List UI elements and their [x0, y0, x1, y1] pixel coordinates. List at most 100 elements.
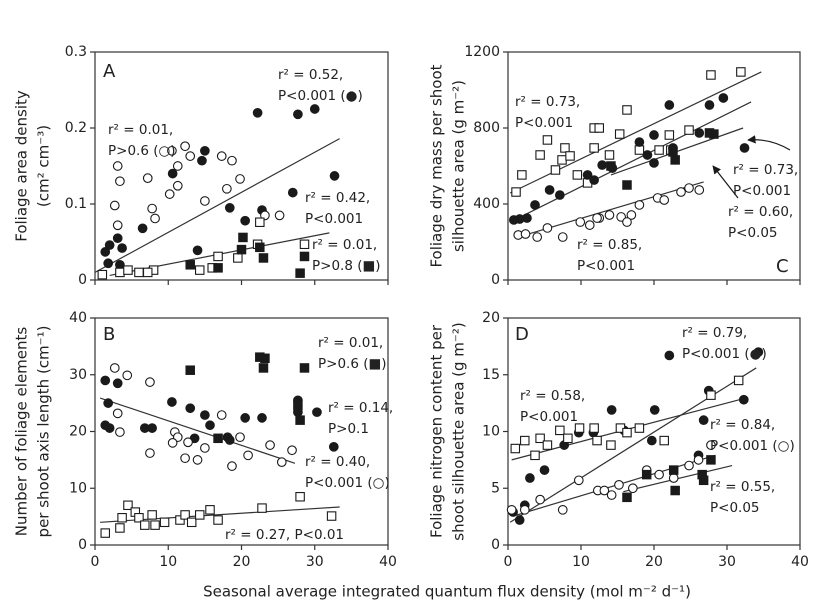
data-point: [103, 398, 114, 408]
data-point: [514, 515, 525, 525]
y-axis-label: per shoot axis length (cm⁻¹): [35, 326, 53, 538]
panel-label: D: [515, 324, 529, 345]
data-point: [240, 413, 251, 423]
annotation: r² = 0.79,: [682, 325, 747, 341]
fit-line: [99, 397, 296, 464]
data-point: [654, 145, 664, 155]
data-point: [185, 151, 196, 161]
data-point: [216, 410, 227, 420]
annotation: r² = 0.73,: [515, 94, 580, 110]
data-point: [295, 268, 305, 278]
data-point: [668, 473, 679, 483]
y-axis-label: (cm² cm⁻³): [35, 125, 53, 207]
annotation: P<0.001 (○): [305, 475, 390, 491]
y-axis-label: silhouette area (g m⁻²): [450, 80, 468, 252]
y-tick-label: 400: [473, 196, 500, 212]
data-point: [530, 450, 540, 461]
data-point: [109, 200, 120, 211]
data-point: [224, 435, 235, 445]
x-tick-label: 20: [233, 554, 251, 570]
data-point: [167, 145, 177, 156]
annotation: r² = 0.01,: [318, 335, 383, 351]
data-point: [589, 175, 599, 185]
data-point: [698, 475, 709, 486]
data-point: [572, 170, 583, 180]
data-point: [565, 151, 575, 161]
data-point: [736, 67, 746, 77]
data-point: [517, 170, 527, 180]
data-point: [134, 267, 144, 278]
data-point: [574, 423, 585, 433]
data-point: [200, 196, 210, 206]
annotation: P<0.001: [733, 183, 791, 199]
y-tick-label: 0.1: [65, 196, 87, 212]
annotation: P<0.001 (●): [682, 346, 767, 362]
data-point: [112, 233, 123, 244]
y-tick-label: 800: [473, 120, 500, 136]
annotation: r² = 0.84,: [710, 417, 775, 433]
annotation: r² = 0.73,: [733, 162, 798, 178]
data-point: [185, 260, 195, 270]
data-point: [233, 253, 243, 263]
data-point: [694, 128, 705, 138]
data-point: [200, 145, 210, 156]
data-point: [510, 443, 521, 454]
y-axis-label: Number of foliage elements: [13, 327, 31, 537]
data-point: [100, 247, 111, 257]
data-point: [224, 202, 235, 213]
panel-label: B: [103, 324, 115, 345]
data-point: [115, 427, 125, 437]
data-point: [295, 415, 305, 425]
annotation: r² = 0.85,: [577, 237, 642, 253]
data-point: [589, 423, 599, 433]
data-point: [634, 200, 645, 210]
data-point: [589, 143, 599, 153]
data-point: [185, 403, 196, 414]
data-point: [535, 433, 545, 444]
data-point: [642, 150, 653, 160]
data-point: [274, 210, 285, 221]
annotation: r² = 0.27, P<0.01: [225, 527, 344, 543]
data-point: [328, 441, 339, 452]
data-point: [649, 405, 660, 415]
data-point: [738, 394, 749, 405]
x-tick-label: 30: [306, 554, 324, 570]
data-point: [659, 195, 670, 205]
data-point: [180, 141, 190, 152]
data-point: [115, 176, 125, 187]
data-point: [115, 267, 125, 278]
data-point: [614, 129, 625, 139]
x-axis-label: Seasonal average integrated quantum flux…: [203, 583, 691, 601]
data-point: [622, 217, 632, 227]
data-point: [739, 143, 750, 153]
fit-line: [94, 138, 340, 273]
data-point: [216, 151, 227, 161]
y-tick-label: 0.3: [65, 44, 87, 60]
data-point: [557, 155, 567, 165]
data-point: [563, 433, 573, 444]
data-point: [145, 448, 155, 458]
data-point: [293, 400, 303, 411]
data-point: [622, 492, 632, 503]
y-tick-label: 5: [491, 480, 500, 496]
data-point: [255, 242, 265, 253]
data-point: [684, 125, 694, 135]
data-point: [104, 423, 115, 433]
data-point: [183, 437, 193, 448]
data-point: [299, 363, 310, 373]
data-point: [604, 210, 615, 220]
data-point: [192, 245, 203, 256]
data-point: [676, 187, 686, 197]
data-point: [664, 130, 675, 140]
annotation: P<0.001 (○): [710, 438, 795, 454]
annotation: P<0.05: [710, 500, 760, 516]
data-point: [276, 457, 287, 467]
y-axis-label: Foliage area density: [13, 90, 31, 242]
annotation: r² = 0.52,: [278, 67, 343, 83]
data-point: [299, 251, 310, 262]
annotation: P>0.1: [328, 421, 369, 437]
data-point: [255, 217, 265, 227]
data-point: [260, 353, 270, 364]
data-point: [258, 363, 269, 373]
data-point: [555, 425, 565, 436]
